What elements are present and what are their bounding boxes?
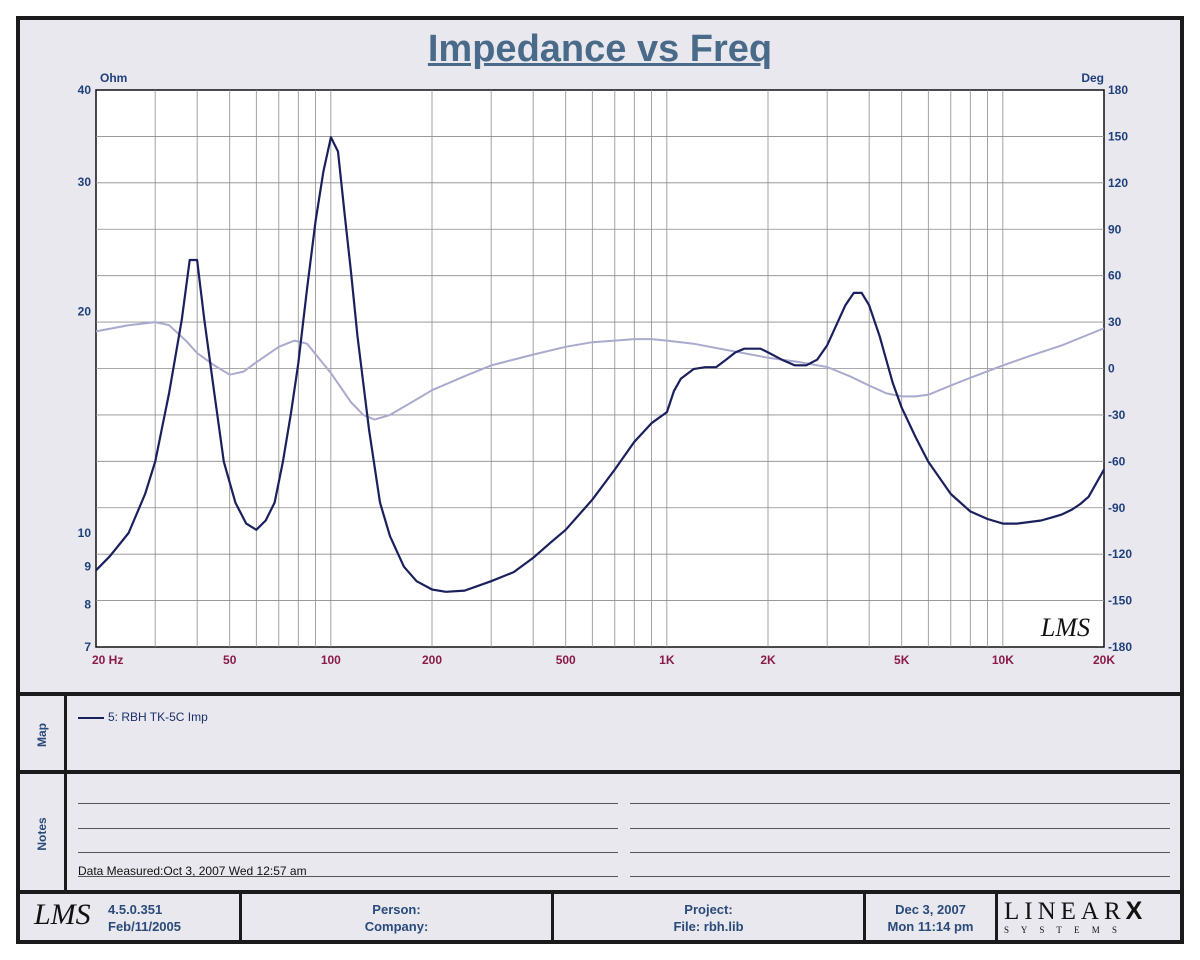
version-info: 4.5.0.351 Feb/11/2005 bbox=[96, 901, 238, 935]
x-tick-label: 100 bbox=[321, 653, 341, 667]
lms-logo: LMS bbox=[34, 898, 91, 931]
footer-divider bbox=[863, 894, 866, 940]
impedance-chart: 20 Hz 50 100 200 500 1K 2K 5K 10K 20K 7 8 9 10 20 30 40 -… bbox=[78, 71, 1133, 667]
footer-date: Dec 3, 2007 bbox=[895, 902, 966, 917]
version-date: Feb/11/2005 bbox=[108, 919, 181, 934]
grid-lines bbox=[96, 90, 1104, 647]
linearx-brand: LINEAR bbox=[1004, 898, 1126, 925]
note-line bbox=[630, 828, 1170, 829]
file-label: File: rbh.lib bbox=[673, 919, 744, 934]
right-tick-label: -90 bbox=[1108, 501, 1126, 515]
legend-entry-label: 5: RBH TK-5C Imp bbox=[108, 710, 208, 724]
data-measured-label: Data Measured: bbox=[78, 864, 164, 878]
note-line bbox=[78, 803, 618, 804]
right-tick-label: 60 bbox=[1108, 269, 1122, 283]
right-tick-label: -120 bbox=[1108, 547, 1132, 561]
right-tick-label: 0 bbox=[1108, 362, 1115, 376]
legend-entry: 5: RBH TK-5C Imp bbox=[78, 710, 208, 724]
left-tick-label: 40 bbox=[78, 83, 92, 97]
x-tick-label: 500 bbox=[556, 653, 576, 667]
note-line bbox=[78, 876, 618, 877]
version-number: 4.5.0.351 bbox=[108, 902, 163, 917]
project-block: Project: File: rbh.lib bbox=[554, 901, 863, 935]
x-tick-label: 20K bbox=[1093, 653, 1115, 667]
left-tick-label: 30 bbox=[78, 175, 92, 189]
left-tick-label: 10 bbox=[78, 526, 92, 540]
x-tick-label: 50 bbox=[223, 653, 237, 667]
project-label: Project: bbox=[684, 902, 733, 917]
phase-series-line bbox=[95, 321, 1105, 421]
left-axis-label: Ohm bbox=[100, 71, 127, 85]
left-tick-label: 20 bbox=[78, 305, 92, 319]
note-line bbox=[78, 828, 618, 829]
linearx-subtitle: S Y S T E M S bbox=[1004, 925, 1123, 935]
right-axis-label: Deg bbox=[1081, 71, 1104, 85]
x-tick-label: 5K bbox=[894, 653, 910, 667]
right-tick-label: -30 bbox=[1108, 408, 1126, 422]
date-time-block: Dec 3, 2007 Mon 11:14 pm bbox=[866, 901, 995, 935]
right-tick-label: 120 bbox=[1108, 176, 1128, 190]
person-company-block: Person: Company: bbox=[242, 901, 551, 935]
series-lines bbox=[95, 136, 1105, 593]
person-label: Person: bbox=[372, 902, 421, 917]
footer-divider bbox=[551, 894, 554, 940]
right-tick-label: -60 bbox=[1108, 454, 1126, 468]
note-line bbox=[630, 803, 1170, 804]
data-measured-text: Data Measured:Oct 3, 2007 Wed 12:57 am bbox=[78, 864, 307, 878]
left-tick-label: 7 bbox=[84, 640, 91, 654]
chart-lms-watermark: LMS bbox=[1040, 613, 1090, 642]
impedance-series-line bbox=[95, 136, 1105, 593]
x-tick-label: 10K bbox=[992, 653, 1014, 667]
footer-divider bbox=[239, 894, 242, 940]
left-tick-label: 8 bbox=[84, 597, 91, 611]
right-tick-label: 150 bbox=[1108, 129, 1128, 143]
note-line bbox=[78, 852, 618, 853]
separator-footer-top bbox=[16, 890, 1184, 894]
right-tick-label: 30 bbox=[1108, 315, 1122, 329]
linearx-logo: LINEARX S Y S T E M S bbox=[1004, 898, 1174, 935]
left-tick-label: 9 bbox=[84, 560, 91, 574]
right-tick-label: -150 bbox=[1108, 594, 1132, 608]
x-tick-label: 200 bbox=[422, 653, 442, 667]
chart-title: Impedance vs Freq bbox=[427, 28, 773, 70]
right-tick-label: -180 bbox=[1108, 640, 1132, 654]
separator-label-column bbox=[64, 696, 67, 890]
footer-divider bbox=[995, 894, 998, 940]
right-tick-label: 90 bbox=[1108, 222, 1122, 236]
map-section-label: Map bbox=[35, 723, 49, 747]
company-label: Company: bbox=[364, 919, 429, 934]
tick-labels: 20 Hz 50 100 200 500 1K 2K 5K 10K 20K 7 8 9 10 20 30 40 -… bbox=[78, 83, 1133, 667]
separator-map-top bbox=[16, 692, 1184, 696]
notes-section-label: Notes bbox=[35, 817, 49, 851]
legend-swatch bbox=[78, 716, 104, 719]
linearx-brand-x: X bbox=[1125, 897, 1148, 925]
x-tick-label: 1K bbox=[659, 653, 675, 667]
note-line bbox=[630, 852, 1170, 853]
note-line bbox=[630, 876, 1170, 877]
data-measured-value: Oct 3, 2007 Wed 12:57 am bbox=[163, 864, 307, 878]
footer-time: Mon 11:14 pm bbox=[887, 919, 974, 934]
x-tick-label: 2K bbox=[760, 653, 776, 667]
x-tick-label: 20 Hz bbox=[92, 653, 123, 667]
right-tick-label: 180 bbox=[1108, 83, 1128, 97]
separator-notes-top bbox=[16, 770, 1184, 774]
